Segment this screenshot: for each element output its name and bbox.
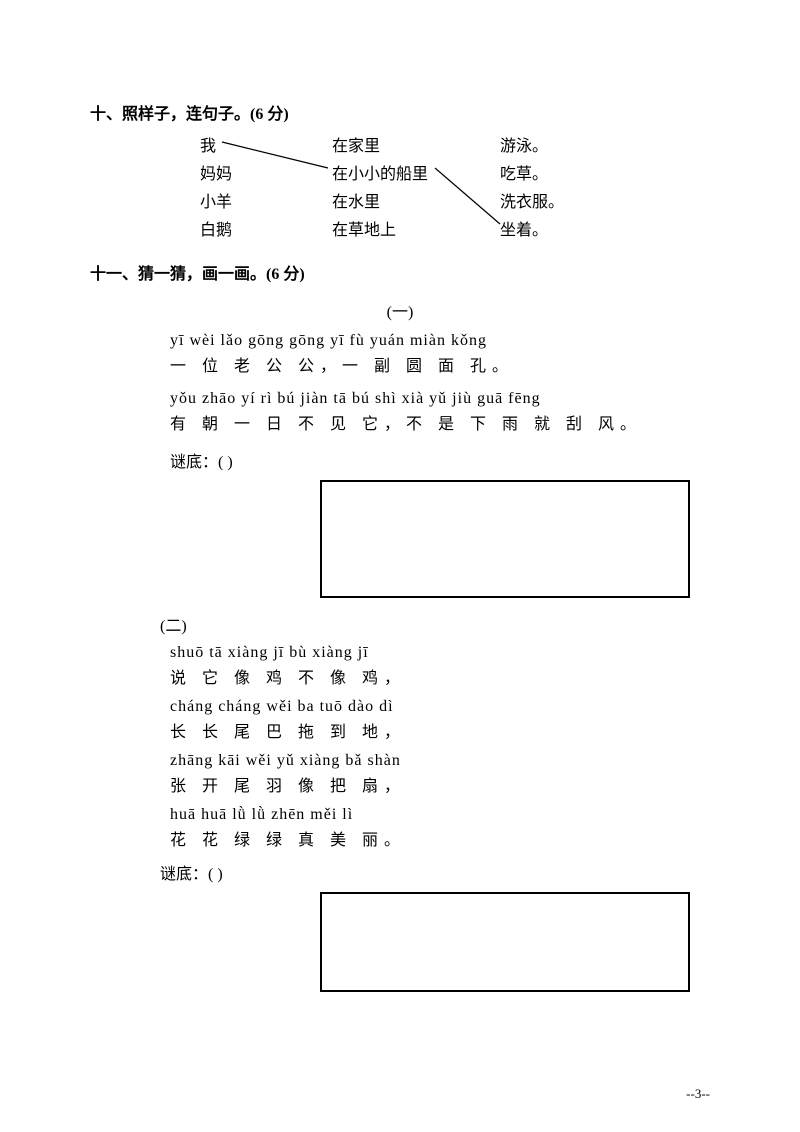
match-a-3: 白鹅: [200, 216, 232, 240]
match-c-0: 游泳。: [500, 132, 548, 156]
riddle1-answer: 谜底：( ): [170, 448, 710, 472]
match-b-0: 在家里: [332, 132, 380, 156]
match-c-1: 吃草。: [500, 160, 548, 184]
riddle2-hanzi1: 说 它 像 鸡 不 像 鸡，: [170, 664, 710, 688]
section-10-title: 十、照样子，连句子。(6 分): [90, 100, 710, 124]
riddle2-pinyin3: zhāng kāi wěi yǔ xiàng bǎ shàn: [170, 752, 710, 770]
riddle-2-label: (二): [160, 612, 710, 636]
matching-exercise: 我 在家里 游泳。 妈妈 在小小的船里 吃草。 小羊 在水里 洗衣服。 白鹅 在…: [200, 132, 620, 242]
match-b-3: 在草地上: [332, 216, 396, 240]
match-c-3: 坐着。: [500, 216, 548, 240]
riddle2-answer: 谜底：( ): [160, 860, 710, 884]
riddle2-hanzi4: 花 花 绿 绿 真 美 丽。: [170, 826, 710, 850]
match-c-2: 洗衣服。: [500, 188, 564, 212]
match-b-1: 在小小的船里: [332, 160, 428, 184]
riddle2-pinyin4: huā huā lǜ lǜ zhēn měi lì: [170, 806, 710, 824]
riddle2-pinyin2: cháng cháng wěi ba tuō dào dì: [170, 698, 710, 716]
riddle1-pinyin2: yǒu zhāo yí rì bú jiàn tā bú shì xià yǔ …: [170, 390, 710, 408]
match-a-0: 我: [200, 132, 216, 156]
riddle1-hanzi2: 有 朝 一 日 不 见 它，不 是 下 雨 就 刮 风。: [170, 410, 710, 434]
riddle-1-label: (一): [90, 298, 710, 322]
riddle1-drawbox[interactable]: [320, 480, 690, 598]
riddle2-hanzi2: 长 长 尾 巴 拖 到 地，: [170, 718, 710, 742]
matching-lines: [200, 132, 620, 242]
match-b-2: 在水里: [332, 188, 380, 212]
riddle2-pinyin1: shuō tā xiàng jī bù xiàng jī: [170, 644, 710, 662]
riddle2-hanzi3: 张 开 尾 羽 像 把 扇，: [170, 772, 710, 796]
riddle-1-block: yī wèi lǎo gōng gōng yī fù yuán miàn kǒn…: [170, 332, 710, 472]
riddle-2-block: shuō tā xiàng jī bù xiàng jī 说 它 像 鸡 不 像…: [170, 644, 710, 850]
match-a-1: 妈妈: [200, 160, 232, 184]
page-number: --3--: [686, 1086, 710, 1102]
match-a-2: 小羊: [200, 188, 232, 212]
riddle1-pinyin1: yī wèi lǎo gōng gōng yī fù yuán miàn kǒn…: [170, 332, 710, 350]
riddle2-drawbox[interactable]: [320, 892, 690, 992]
section-11-title: 十一、猜一猜，画一画。(6 分): [90, 260, 710, 284]
riddle1-hanzi1: 一 位 老 公 公，一 副 圆 面 孔。: [170, 352, 710, 376]
